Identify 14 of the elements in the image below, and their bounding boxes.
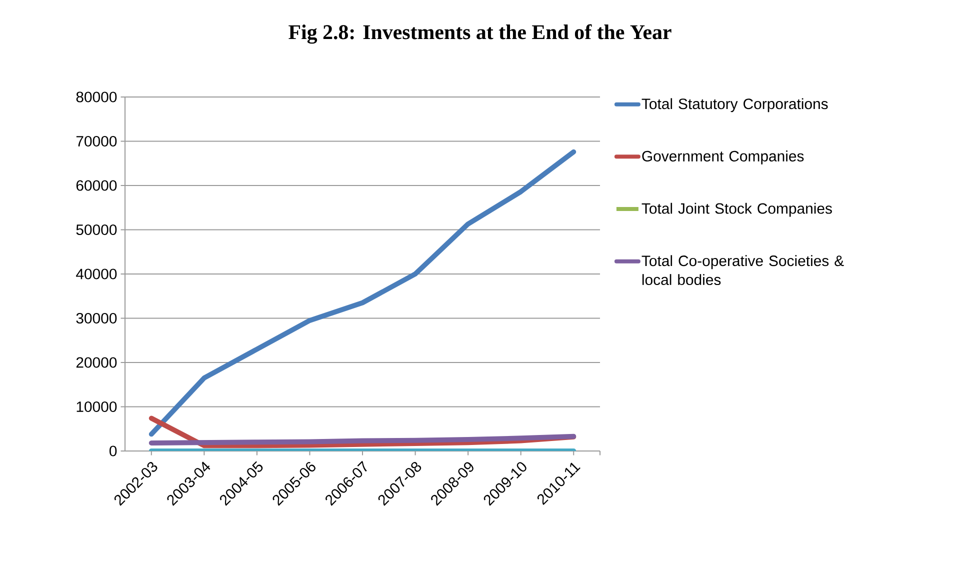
y-tick-label: 20000 [76,357,117,368]
legend-label: Government Companies [642,150,804,164]
chart-title: Fig 2.8: Investments at the End of the Year [288,24,672,44]
legend-label: Total Co-operative Societies & local bodies [642,255,844,286]
y-tick-label: 50000 [76,224,117,236]
y-tick-label: 0 [110,446,117,456]
y-tick-label: 10000 [76,401,117,412]
y-tick-label: 60000 [76,180,117,191]
y-tick-label: 70000 [76,136,117,147]
y-tick-label: 80000 [76,92,117,102]
y-tick-label: 30000 [76,312,117,324]
y-tick-label: 40000 [76,268,117,280]
legend-label: Total Statutory Corporations [642,98,828,112]
legend-label: Total Joint Stock Companies [642,202,832,217]
